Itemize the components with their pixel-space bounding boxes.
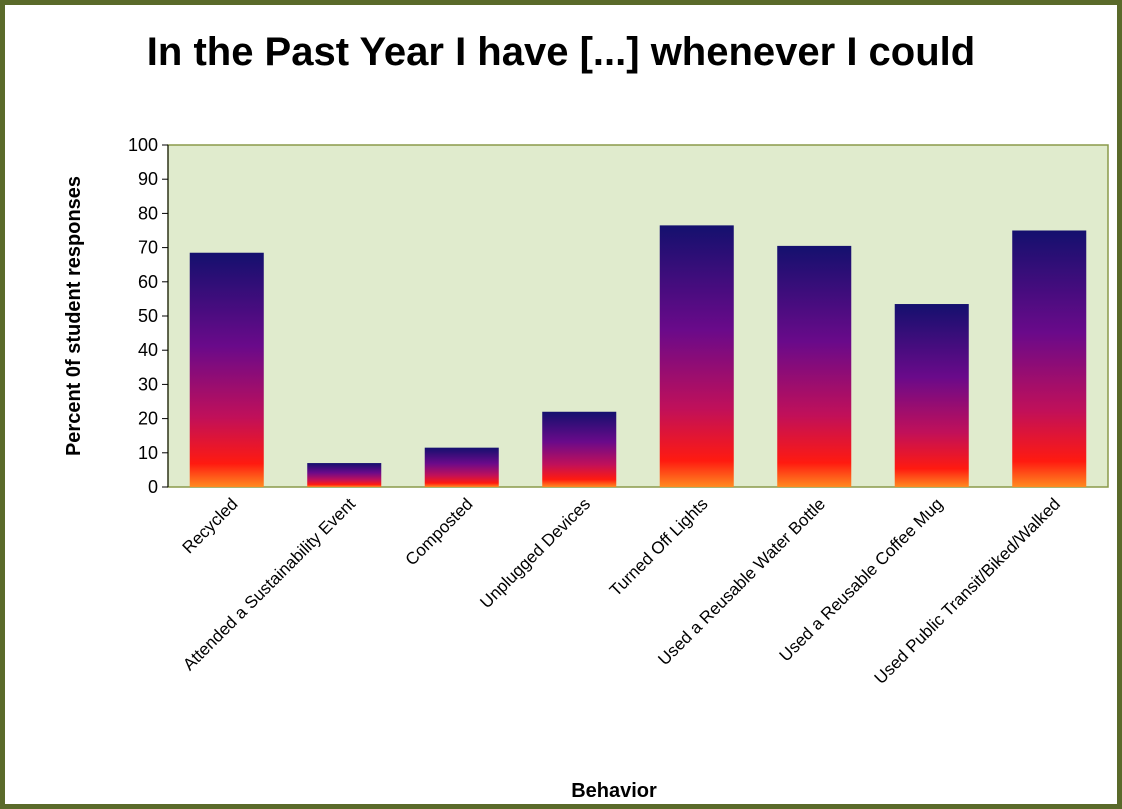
y-tick-label: 10 xyxy=(138,443,158,463)
x-axis-title: Behavior xyxy=(571,780,657,802)
y-tick-label: 80 xyxy=(138,203,158,223)
x-tick-label: Turned Off Lights xyxy=(606,494,712,600)
y-tick-label: 70 xyxy=(138,238,158,258)
bar-5 xyxy=(777,245,852,487)
y-axis-title: Percent 0f student responses xyxy=(63,176,85,456)
x-tick-label: Unplugged Devices xyxy=(476,494,594,612)
y-tick-label: 20 xyxy=(138,409,158,429)
bar-7 xyxy=(1012,230,1087,487)
bar-2 xyxy=(424,447,499,487)
bar-4 xyxy=(659,225,734,487)
chart-title: In the Past Year I have [...] whenever I… xyxy=(146,30,976,74)
bar-6 xyxy=(894,304,969,487)
y-axis: 0 10 20 30 40 50 60 70 80 90 100 xyxy=(128,135,169,497)
y-tick-label: 100 xyxy=(128,135,158,155)
y-tick-label: 50 xyxy=(138,306,158,326)
bars xyxy=(189,225,1087,487)
bar-0 xyxy=(189,252,264,487)
y-tick-label: 0 xyxy=(148,477,158,497)
x-tick-label: Recycled xyxy=(179,494,242,557)
bar-3 xyxy=(542,411,617,487)
x-tick-label: Composted xyxy=(402,494,477,569)
y-tick-label: 40 xyxy=(138,340,158,360)
y-tick-label: 90 xyxy=(138,169,158,189)
y-tick-label: 30 xyxy=(138,374,158,394)
y-tick-label: 60 xyxy=(138,272,158,292)
bar-1 xyxy=(307,463,382,487)
x-tick-label: Used Public Transit/Biked/Walked xyxy=(871,494,1064,687)
